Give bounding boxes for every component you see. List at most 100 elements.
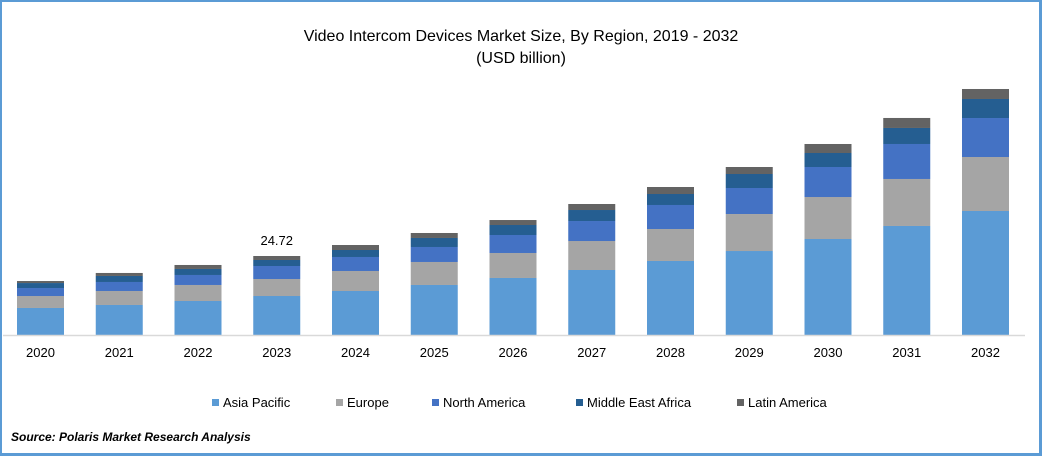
bar-segment-north-america-2022	[174, 274, 222, 285]
bar-segment-asia-pacific-2020	[17, 308, 64, 335]
bar-segment-north-america-2029	[725, 187, 773, 214]
legend-swatch-icon	[336, 399, 343, 406]
x-tick-label: 2029	[735, 345, 764, 360]
x-tick-label: 2023	[262, 345, 291, 360]
bar-segment-latin-america-2027	[568, 204, 616, 211]
bar-segment-europe-2020	[17, 296, 64, 308]
bar-segment-latin-america-2030	[804, 143, 852, 153]
bar-segment-north-america-2021	[95, 281, 143, 291]
bar-segment-north-america-2032	[962, 118, 1009, 157]
x-tick-label: 2028	[656, 345, 685, 360]
annotations: 24.72	[260, 233, 293, 248]
bar-segment-latin-america-2026	[489, 220, 537, 226]
source-note: Source: Polaris Market Research Analysis	[11, 430, 251, 444]
x-tick-label: 2024	[341, 345, 370, 360]
bar-segment-latin-america-2028	[647, 187, 694, 194]
bar-segment-asia-pacific-2028	[647, 260, 694, 335]
bar-segment-north-america-2030	[804, 167, 852, 198]
bar-segment-asia-pacific-2026	[489, 277, 537, 335]
bar-segment-europe-2027	[568, 241, 616, 270]
legend-swatch-icon	[212, 399, 219, 406]
bar-segment-europe-2023	[253, 279, 301, 297]
bar-segment-latin-america-2020	[17, 281, 64, 284]
bar-segment-middle-east-africa-2029	[725, 174, 773, 188]
bar-segment-north-america-2023	[253, 266, 301, 280]
x-tick-label: 2025	[420, 345, 449, 360]
bar-segment-latin-america-2023	[253, 256, 301, 260]
bar-segment-middle-east-africa-2021	[95, 275, 143, 282]
bar-segment-asia-pacific-2022	[174, 301, 222, 335]
bar-segment-north-america-2020	[17, 288, 64, 297]
bar-segment-north-america-2028	[647, 205, 694, 229]
bar-segment-asia-pacific-2031	[883, 225, 931, 335]
bar-segment-middle-east-africa-2023	[253, 259, 301, 266]
chart-subtitle: (USD billion)	[476, 50, 566, 67]
bar-segment-latin-america-2031	[883, 117, 931, 128]
legend-label: North America	[443, 395, 526, 410]
bar-segment-latin-america-2021	[95, 272, 143, 276]
bar-segment-latin-america-2029	[725, 167, 773, 174]
legend-swatch-icon	[432, 399, 439, 406]
bar-segment-europe-2030	[804, 197, 852, 239]
bar-segment-asia-pacific-2030	[804, 239, 852, 335]
x-tick-label: 2030	[814, 345, 843, 360]
x-tick-labels: 2020 2021 2022 2023 2024 2025 2026 2027 2028 2029…	[26, 345, 1000, 360]
bar-segment-north-america-2026	[489, 235, 537, 253]
bar-segment-asia-pacific-2027	[568, 270, 616, 335]
legend-item-north-america: North America	[432, 395, 525, 410]
x-tick-label: 2022	[184, 345, 213, 360]
legend-item-europe: Europe	[336, 395, 389, 410]
bars-group	[17, 88, 1009, 335]
legend-item-latin-america: Latin America	[737, 395, 827, 410]
bar-segment-europe-2025	[410, 261, 458, 285]
legend-label: Middle East Africa	[587, 395, 692, 410]
bar-segment-europe-2032	[962, 156, 1009, 211]
bar-segment-middle-east-africa-2031	[883, 127, 931, 144]
bar-segment-latin-america-2022	[174, 264, 222, 269]
legend-item-asia-pacific: Asia Pacific	[212, 395, 290, 410]
bar-segment-asia-pacific-2021	[95, 304, 143, 335]
chart-title: Video Intercom Devices Market Size, By R…	[303, 28, 739, 45]
bar-segment-middle-east-africa-2032	[962, 98, 1009, 118]
bar-segment-middle-east-africa-2025	[410, 237, 458, 247]
bar-segment-europe-2022	[174, 284, 222, 301]
bar-segment-europe-2021	[95, 290, 143, 305]
bar-segment-asia-pacific-2023	[253, 296, 301, 335]
bar-segment-asia-pacific-2029	[725, 251, 773, 335]
bar-segment-europe-2026	[489, 253, 537, 278]
bar-segment-north-america-2031	[883, 143, 931, 179]
bar-segment-middle-east-africa-2022	[174, 268, 222, 275]
bar-segment-asia-pacific-2024	[332, 290, 379, 335]
x-tick-label: 2027	[577, 345, 606, 360]
bar-segment-latin-america-2025	[410, 232, 458, 238]
x-tick-label: 2031	[892, 345, 921, 360]
data-label: 24.72	[260, 233, 293, 248]
bar-segment-middle-east-africa-2030	[804, 153, 852, 167]
legend-item-middle-east-africa: Middle East Africa	[576, 395, 691, 410]
bar-segment-middle-east-africa-2024	[332, 249, 379, 257]
bar-segment-asia-pacific-2025	[410, 284, 458, 335]
bar-segment-middle-east-africa-2026	[489, 225, 537, 235]
legend-swatch-icon	[737, 399, 744, 406]
legend-label: Europe	[347, 395, 389, 410]
x-tick-label: 2020	[26, 345, 55, 360]
bar-segment-north-america-2024	[332, 256, 379, 271]
bar-segment-north-america-2025	[410, 246, 458, 262]
bar-segment-latin-america-2032	[962, 88, 1009, 99]
bar-segment-middle-east-africa-2027	[568, 210, 616, 221]
bar-segment-europe-2024	[332, 270, 379, 291]
bar-segment-north-america-2027	[568, 221, 616, 242]
legend-label: Asia Pacific	[223, 395, 291, 410]
legend-swatch-icon	[576, 399, 583, 406]
bar-segment-europe-2029	[725, 214, 773, 252]
x-tick-label: 2032	[971, 345, 1000, 360]
x-tick-label: 2021	[105, 345, 134, 360]
x-tick-label: 2026	[499, 345, 528, 360]
bar-segment-europe-2031	[883, 178, 931, 226]
legend: Asia Pacific Europe North America Middle Ea…	[0, 395, 1042, 413]
legend-label: Latin America	[748, 395, 827, 410]
bar-segment-middle-east-africa-2028	[647, 194, 694, 205]
bar-segment-middle-east-africa-2020	[17, 283, 64, 289]
